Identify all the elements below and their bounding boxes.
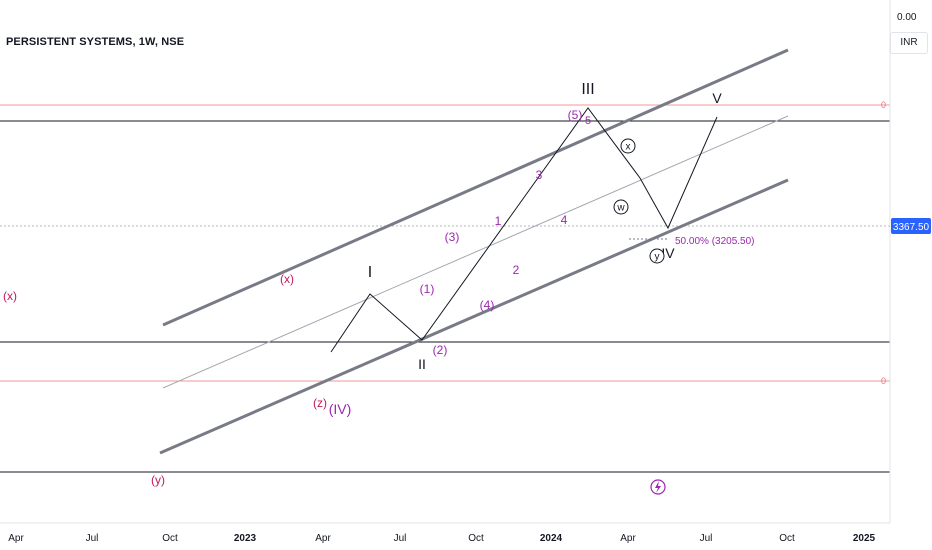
time-tick-label: Oct <box>162 533 178 544</box>
circled-label-ring <box>620 138 636 154</box>
wave-label: (z) <box>313 396 327 410</box>
time-tick-label: Jul <box>86 533 99 544</box>
price-tick-label: 0.00 <box>897 12 917 23</box>
wave-label: V <box>712 90 722 106</box>
fib-annotation: 50.00% (3205.50) <box>675 236 755 247</box>
circled-wave-label: y <box>649 248 665 264</box>
wave-label: (5) <box>568 108 583 122</box>
circled-label-text: w <box>616 203 625 214</box>
time-tick-label: 2024 <box>540 533 563 544</box>
wave-label: IV <box>661 245 675 261</box>
wave-label: II <box>418 356 426 372</box>
wave-label: (2) <box>433 343 448 357</box>
channel-upper-line <box>162 48 789 327</box>
circled-label-text: x <box>626 142 631 153</box>
wave-label: (1) <box>420 282 435 296</box>
wave-lines <box>330 107 718 353</box>
wave-label: III <box>581 81 594 98</box>
zero-label: 0 <box>881 100 886 110</box>
wave-label: (3) <box>445 230 460 244</box>
time-tick-label: 2025 <box>853 533 876 544</box>
lightning-icon-bolt <box>655 481 661 493</box>
circled-wave-label: w <box>613 199 629 215</box>
wave-label: 1 <box>495 214 502 228</box>
circled-wave-label: x <box>620 138 636 154</box>
wave-label: (x) <box>280 272 294 286</box>
lightning-icon[interactable] <box>650 479 666 495</box>
time-axis: Apr Jul Oct 2023 Apr Jul Oct 2024 Apr Jul Oct 2025 <box>0 522 890 544</box>
channel-lower-line <box>159 178 789 455</box>
chart-title: PERSISTENT SYSTEMS, 1W, NSE <box>6 36 185 48</box>
circled-label-ring <box>613 199 629 215</box>
channel-lines <box>159 48 789 455</box>
time-tick-label: Apr <box>315 533 331 544</box>
time-tick-label: Oct <box>779 533 795 544</box>
wave-label: 4 <box>561 213 568 227</box>
circled-label-ring <box>649 248 665 264</box>
channel-mid-line <box>162 115 789 389</box>
time-tick-label: Jul <box>394 533 407 544</box>
wave-label: 3 <box>536 168 543 182</box>
wave-label: (y) <box>151 473 165 487</box>
time-tick-label: Oct <box>468 533 484 544</box>
zero-label: 0 <box>881 376 886 386</box>
wave-label: I <box>368 264 372 281</box>
wave-label: (4) <box>480 298 495 312</box>
time-tick-label: Apr <box>620 533 636 544</box>
circled-label-text: y <box>655 252 660 263</box>
last-price-badge-label: 3367.50 <box>893 222 930 233</box>
wave-label: 5 <box>585 115 591 127</box>
wave-label: (IV) <box>329 401 352 417</box>
wave-labels: (x)(y)(x)(z) (IV)III(1)(2)(3)(4)(5)12345I… <box>3 81 755 495</box>
wave-path <box>330 107 718 353</box>
time-tick-label: Jul <box>700 533 713 544</box>
wave-label: 2 <box>513 263 520 277</box>
time-tick-label: Apr <box>8 533 24 544</box>
wave-label: (x) <box>3 289 17 303</box>
time-tick-label: 2023 <box>234 533 257 544</box>
horizontal-lines: 00 <box>0 100 890 473</box>
last-price-badge <box>891 218 931 234</box>
price-axis: 0.005600.005100.004600.004200.003800.003… <box>889 0 931 523</box>
